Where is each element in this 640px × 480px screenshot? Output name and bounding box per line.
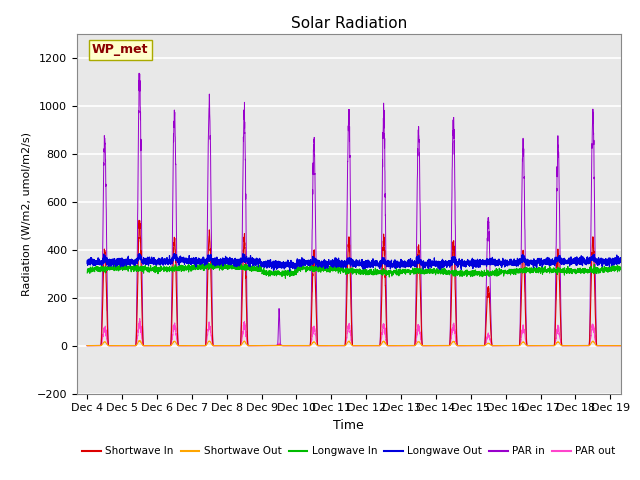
X-axis label: Time: Time — [333, 419, 364, 432]
Text: WP_met: WP_met — [92, 43, 148, 56]
Legend: Shortwave In, Shortwave Out, Longwave In, Longwave Out, PAR in, PAR out: Shortwave In, Shortwave Out, Longwave In… — [78, 442, 620, 460]
Y-axis label: Radiation (W/m2, umol/m2/s): Radiation (W/m2, umol/m2/s) — [21, 132, 31, 296]
Title: Solar Radiation: Solar Radiation — [291, 16, 407, 31]
